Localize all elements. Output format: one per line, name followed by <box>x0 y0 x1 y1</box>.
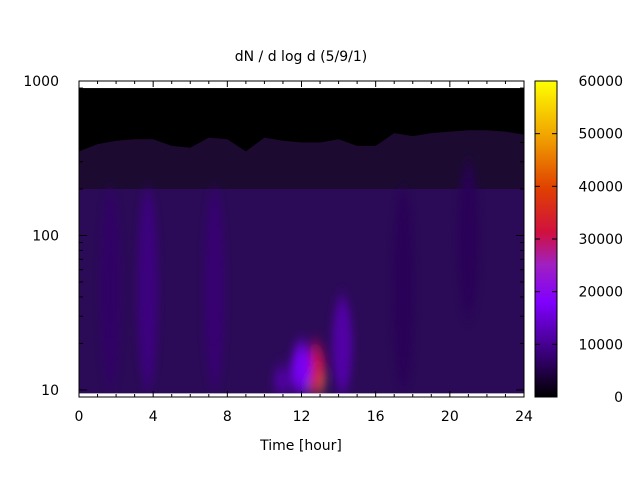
x-tick-label: 12 <box>293 409 311 425</box>
colorbar-tick-label: 50000 <box>578 127 623 143</box>
x-tick-label: 20 <box>441 409 459 425</box>
x-tick-label: 24 <box>515 409 533 425</box>
heatmap-feature-7 <box>204 188 225 390</box>
x-axis: 0 4 8 12 16 20 24 <box>75 81 533 425</box>
y-tick-label: 1000 <box>23 74 59 90</box>
heatmap-feature-2 <box>291 343 312 394</box>
colorbar-tick-label: 0 <box>614 390 623 406</box>
heatmap-feature-9 <box>458 161 479 317</box>
x-axis-label: Time [hour] <box>259 438 342 454</box>
y-tick-label: 10 <box>41 383 59 399</box>
colorbar-axis: 0 10000 20000 30000 40000 50000 60000 <box>535 74 623 406</box>
heatmap-feature-3 <box>272 367 294 394</box>
y-tick-label: 100 <box>32 228 59 244</box>
chart-title: dN / d log d (5/9/1) <box>235 49 368 65</box>
colorbar-tick-label: 10000 <box>578 337 623 353</box>
heatmap-feature-4 <box>332 296 353 394</box>
plot-area <box>79 81 524 397</box>
x-tick-label: 0 <box>75 409 84 425</box>
x-tick-label: 16 <box>367 409 385 425</box>
heatmap-feature-5 <box>137 188 158 390</box>
y-axis: 10 100 1000 <box>23 74 524 399</box>
heatmap-feature-6 <box>100 188 121 390</box>
colorbar-tick-label: 20000 <box>578 285 623 301</box>
x-tick-label: 8 <box>223 409 232 425</box>
heatmap-feature-8 <box>393 188 414 390</box>
colorbar-tick-label: 30000 <box>578 232 623 248</box>
colorbar-tick-label: 60000 <box>578 74 623 90</box>
x-tick-label: 4 <box>149 409 158 425</box>
colorbar-tick-label: 40000 <box>578 179 623 195</box>
